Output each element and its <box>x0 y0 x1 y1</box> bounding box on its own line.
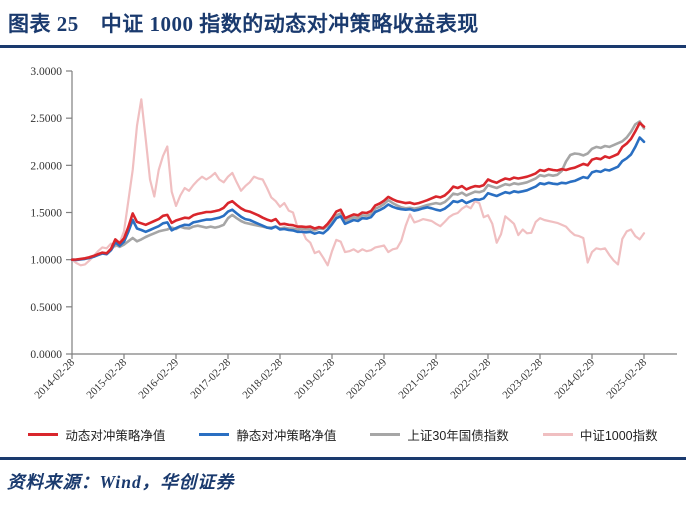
figure-number: 图表 25 <box>8 12 79 36</box>
x-tick-label: 2014-02-28 <box>32 356 77 401</box>
legend-label: 中证1000指数 <box>579 429 658 443</box>
legend-swatch <box>370 433 401 436</box>
x-tick-label: 2018-02-28 <box>240 356 285 401</box>
x-tick-label: 2024-02-29 <box>552 356 597 401</box>
y-tick-label: 1.5000 <box>30 208 62 220</box>
series-line-中证1000指数 <box>70 98 646 267</box>
x-tick-label: 2025-02-28 <box>604 356 649 401</box>
legend-swatch <box>542 433 573 436</box>
x-tick-label: 2020-02-29 <box>344 356 389 401</box>
line-chart: 3.0000 2.5000 2.0000 1.5000 1.0000 0.5000 0.00… <box>30 66 677 401</box>
y-tick-label: 0.5000 <box>30 302 62 314</box>
y-tick-label: 3.0000 <box>30 66 62 78</box>
legend-item: 动态对冲策略净值 <box>28 425 165 444</box>
title-divider <box>0 45 686 48</box>
x-tick-label: 2016-02-29 <box>136 356 181 401</box>
chart-legend: 动态对冲策略净值 静态对冲策略净值 上证30年国债指数 中证1000指数 <box>0 425 686 444</box>
legend-label: 静态对冲策略净值 <box>236 429 337 443</box>
series-line-静态对冲策略净值 <box>70 136 646 262</box>
legend-item: 静态对冲策略净值 <box>199 425 336 444</box>
x-tick-label: 2021-02-28 <box>396 356 441 401</box>
source-note: 资料来源：Wind，华创证券 <box>7 471 235 492</box>
series-line-动态对冲策略净值 <box>70 121 646 261</box>
x-tick-label: 2019-02-28 <box>292 356 337 401</box>
x-tick-label: 2023-02-28 <box>500 356 545 401</box>
legend-swatch <box>199 433 230 436</box>
y-tick-label: 0.0000 <box>30 349 62 361</box>
legend-label: 动态对冲策略净值 <box>65 429 166 443</box>
bottom-divider <box>0 457 686 460</box>
page-title: 图表 25 中证 1000 指数的动态对冲策略收益表现 <box>8 10 686 38</box>
legend-swatch <box>28 433 59 436</box>
legend-item: 上证30年国债指数 <box>370 425 509 444</box>
series-line-上证30年国债指数 <box>70 120 646 261</box>
x-tick-label: 2017-02-28 <box>188 356 233 401</box>
x-tick-label: 2015-02-28 <box>84 356 129 401</box>
y-tick-label: 2.5000 <box>30 113 62 125</box>
legend-label: 上证30年国债指数 <box>407 429 509 443</box>
legend-item: 中证1000指数 <box>542 425 658 444</box>
figure-title-text: 中证 1000 指数的动态对冲策略收益表现 <box>100 12 479 36</box>
x-tick-label: 2022-02-28 <box>448 356 493 401</box>
y-tick-label: 2.0000 <box>30 160 62 172</box>
y-tick-label: 1.0000 <box>30 255 62 267</box>
